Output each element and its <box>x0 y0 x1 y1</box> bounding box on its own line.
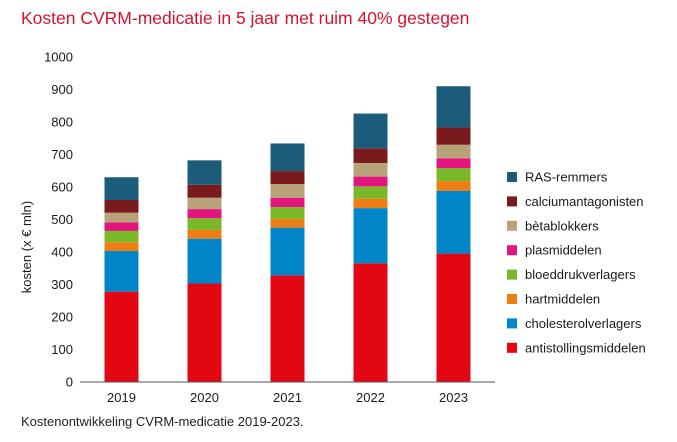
legend-label: RAS-remmers <box>525 170 608 185</box>
bar-segment-bloeddrukverlagers-2023 <box>436 168 471 182</box>
bar-segment-antistollingsmiddelen-2023 <box>436 253 471 382</box>
bar-segment-calciumantagonisten-2023 <box>436 127 471 145</box>
bar-segment-b-tablokkers-2022 <box>353 162 388 177</box>
legend-label: calciumantagonisten <box>525 194 644 209</box>
bar-segment-bloeddrukverlagers-2021 <box>270 207 305 219</box>
x-tick-label: 2023 <box>439 390 468 405</box>
bar-segment-calciumantagonisten-2019 <box>104 200 139 213</box>
bar-segment-cholesterolverlagers-2019 <box>104 251 139 292</box>
bar-segment-hartmiddelen-2022 <box>353 198 388 209</box>
bar-segment-hartmiddelen-2020 <box>187 229 222 239</box>
legend-swatch <box>507 245 517 256</box>
y-tick-label: 0 <box>66 375 73 390</box>
bars <box>104 86 471 382</box>
bar-segment-bloeddrukverlagers-2022 <box>353 186 388 199</box>
y-tick-label: 600 <box>51 180 73 195</box>
bar-segment-antistollingsmiddelen-2022 <box>353 263 388 382</box>
bar-segment-hartmiddelen-2023 <box>436 181 471 191</box>
bar-segment-cholesterolverlagers-2023 <box>436 190 471 254</box>
bar-segment-ras-remmers-2022 <box>353 113 388 149</box>
legend-swatch <box>507 342 517 353</box>
legend-swatch <box>507 269 517 280</box>
y-axis: 0 100 200 300 400 500 600 700 800 900 1000 <box>44 50 73 390</box>
bar-segment-hartmiddelen-2019 <box>104 242 139 252</box>
y-tick-label: 400 <box>51 245 73 260</box>
legend-label: bloeddrukverlagers <box>525 267 636 282</box>
y-tick-label: 1000 <box>44 50 73 65</box>
legend-swatch <box>507 196 517 207</box>
bar-segment-antistollingsmiddelen-2021 <box>270 275 305 382</box>
legend-swatch <box>507 318 517 329</box>
y-tick-label: 800 <box>51 115 73 130</box>
y-tick-label: 300 <box>51 277 73 292</box>
bar-segment-bloeddrukverlagers-2019 <box>104 230 139 243</box>
bar-segment-ras-remmers-2021 <box>270 143 305 172</box>
bar-segment-plasmiddelen-2023 <box>436 158 471 169</box>
y-axis-label: kosten (x € mln) <box>19 201 34 293</box>
legend-label: cholesterolverlagers <box>525 316 642 331</box>
y-tick-label: 500 <box>51 212 73 227</box>
bar-segment-cholesterolverlagers-2022 <box>353 208 388 264</box>
bar-segment-plasmiddelen-2020 <box>187 209 222 219</box>
bar-segment-ras-remmers-2020 <box>187 160 222 185</box>
bar-segment-cholesterolverlagers-2021 <box>270 227 305 276</box>
legend: RAS-remmers calciumantagonisten bètablokke… <box>507 170 646 355</box>
bar-segment-b-tablokkers-2021 <box>270 184 305 198</box>
x-tick-label: 2021 <box>273 390 302 405</box>
legend-label: hartmiddelen <box>525 292 600 307</box>
y-tick-label: 200 <box>51 310 73 325</box>
bar-segment-antistollingsmiddelen-2019 <box>104 291 139 382</box>
bar-segment-bloeddrukverlagers-2020 <box>187 218 222 230</box>
legend-label: antistollingsmiddelen <box>525 340 646 355</box>
bar-segment-ras-remmers-2019 <box>104 177 139 200</box>
bar-segment-plasmiddelen-2021 <box>270 197 305 208</box>
bar-segment-calciumantagonisten-2021 <box>270 171 305 185</box>
bar-segment-calciumantagonisten-2020 <box>187 184 222 198</box>
x-tick-label: 2020 <box>190 390 219 405</box>
chart-caption: Kostenontwikkeling CVRM-medicatie 2019-2… <box>21 414 304 429</box>
bar-segment-b-tablokkers-2019 <box>104 212 139 223</box>
bar-segment-b-tablokkers-2020 <box>187 197 222 210</box>
bar-segment-calciumantagonisten-2022 <box>353 148 388 163</box>
x-tick-label: 2022 <box>356 390 385 405</box>
legend-label: bètablokkers <box>525 218 599 233</box>
legend-swatch <box>507 172 517 182</box>
chart-title: Kosten CVRM-medicatie in 5 jaar met ruim… <box>21 8 470 28</box>
x-axis: 2019 2020 2021 2022 2023 <box>80 381 495 405</box>
x-tick-label: 2019 <box>107 390 136 405</box>
y-tick-label: 900 <box>51 82 73 97</box>
bar-segment-ras-remmers-2023 <box>436 86 471 128</box>
legend-swatch <box>507 294 517 304</box>
bar-segment-cholesterolverlagers-2020 <box>187 238 222 284</box>
bar-segment-antistollingsmiddelen-2020 <box>187 283 222 382</box>
y-tick-label: 100 <box>51 342 73 357</box>
bar-segment-plasmiddelen-2022 <box>353 176 388 187</box>
legend-label: plasmiddelen <box>525 243 602 258</box>
legend-swatch <box>507 220 517 231</box>
bar-segment-b-tablokkers-2023 <box>436 144 471 159</box>
bar-segment-hartmiddelen-2021 <box>270 218 305 228</box>
bar-segment-plasmiddelen-2019 <box>104 222 139 231</box>
y-tick-label: 700 <box>51 147 73 162</box>
